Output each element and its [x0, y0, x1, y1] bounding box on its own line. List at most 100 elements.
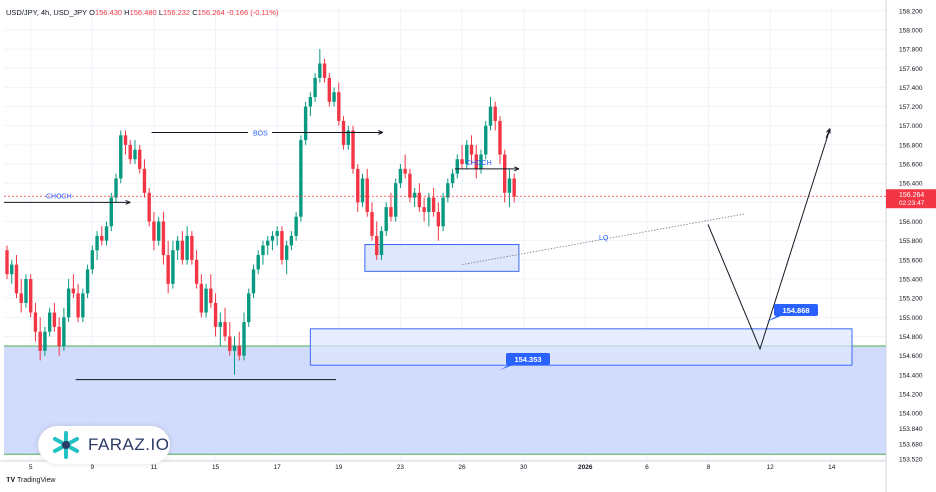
candle-body: [284, 245, 289, 260]
tradingview-logo[interactable]: 𝐓𝐕 TradingView: [6, 477, 56, 485]
candle-body: [62, 317, 66, 347]
time-axis[interactable]: 5 9 11 15 17 19 23 26 30 2026 6 8 12 14: [29, 464, 836, 471]
target-zone: [309, 328, 853, 366]
price-tick: 157.000: [899, 123, 923, 130]
candle-body: [95, 235, 99, 251]
price-tick: 153.520: [899, 457, 923, 464]
candle-body: [303, 106, 308, 141]
candle-body: [484, 125, 488, 155]
price-label-upper-bg: [774, 304, 818, 316]
candle-body: [360, 178, 365, 203]
choch-right-label: CHOCH: [466, 160, 492, 167]
candle-body: [14, 264, 19, 294]
candle-body: [469, 144, 474, 155]
tv-icon: 𝐓𝐕: [6, 477, 17, 484]
bar-countdown: 02:23:47: [899, 200, 925, 207]
candle-body: [308, 97, 313, 107]
last-price-value: 156.264: [899, 192, 924, 199]
candle-body: [408, 173, 412, 198]
low-value: 156.232: [162, 8, 191, 17]
candle-body: [213, 302, 218, 327]
price-axis[interactable]: 153.520 153.680 153.840 154.000 154.200 154.4…: [886, 8, 936, 464]
low-label: L: [158, 8, 163, 17]
candle-body: [180, 240, 185, 260]
price-tick: 157.200: [899, 104, 923, 111]
choch-right-arrow-head: [514, 166, 520, 172]
candle-body: [488, 106, 493, 126]
time-tick: 19: [335, 464, 343, 471]
price-tick: 156.000: [899, 219, 923, 226]
bos-label: BOS: [253, 130, 268, 137]
time-tick: 30: [520, 464, 528, 471]
choch-left-arrow-head: [125, 199, 131, 205]
open-value: 156.430: [94, 8, 123, 17]
time-tick: 6: [645, 464, 649, 471]
candle-body: [327, 77, 332, 102]
candle-body: [393, 183, 398, 217]
candle-body: [33, 312, 38, 332]
candle-body: [5, 250, 9, 275]
last-price-tag: [886, 189, 936, 209]
candle-body: [85, 269, 90, 294]
candle-body: [412, 192, 417, 198]
candle-body: [228, 336, 232, 351]
time-tick: 26: [458, 464, 466, 471]
candle-body: [294, 216, 298, 236]
candles-layer: [5, 49, 516, 375]
order-block-zone: [364, 244, 520, 272]
candle-body: [57, 326, 61, 347]
price-tick: 156.800: [899, 142, 923, 149]
candle-body: [156, 221, 161, 241]
time-tick: 17: [274, 464, 282, 471]
candle-body: [389, 207, 393, 217]
candle-body: [479, 154, 483, 169]
tradingview-label: TradingView: [16, 477, 56, 484]
candle-body: [313, 77, 317, 97]
candle-body: [289, 235, 294, 246]
annotations-layer: CHOCH BOS CHOCH LQ 154.868 154.353: [4, 127, 886, 381]
change-value: -0.166 (-0.11%): [226, 8, 279, 17]
price-tick: 158.200: [899, 8, 923, 15]
candle-body: [266, 240, 270, 246]
candle-body: [109, 197, 113, 227]
candle-body: [318, 63, 322, 78]
time-tick: 15: [212, 464, 220, 471]
candle-body: [503, 154, 507, 193]
candle-body: [375, 235, 379, 256]
candle-body: [256, 255, 260, 270]
time-tick: 23: [397, 464, 405, 471]
candle-body: [161, 221, 166, 256]
candle-body: [455, 159, 459, 174]
candle-body: [190, 235, 194, 260]
brand-badge: FARAZ.IO: [38, 426, 170, 464]
price-tick: 158.000: [899, 27, 923, 34]
candle-body: [370, 211, 374, 236]
price-tick: 155.200: [899, 296, 923, 303]
time-tick: 9: [91, 464, 95, 471]
projection-path: [707, 128, 831, 351]
candle-body: [38, 331, 42, 351]
candle-body: [199, 283, 204, 313]
price-tick: 153.680: [899, 441, 923, 448]
price-tick: 155.000: [899, 315, 923, 322]
candle-body: [493, 106, 497, 121]
candle-body: [152, 221, 156, 241]
candle-body: [403, 168, 407, 174]
close-value: 156.264: [197, 8, 225, 17]
price-tick: 157.400: [899, 85, 923, 92]
price-tick: 154.000: [899, 411, 923, 418]
candle-body: [133, 149, 137, 160]
candle-body: [242, 322, 246, 356]
candle-body: [512, 178, 516, 197]
candle-body: [384, 207, 388, 232]
symbol-label: USD/JPY, 4h, USD_JPY: [6, 8, 88, 17]
candle-body: [76, 293, 80, 318]
candle-body: [474, 154, 478, 169]
candle-body: [498, 120, 502, 155]
candle-body: [185, 235, 189, 260]
time-tick: 11: [151, 464, 158, 471]
candle-body: [450, 173, 455, 184]
candle-body: [175, 240, 180, 251]
price-tick: 154.800: [899, 334, 923, 341]
